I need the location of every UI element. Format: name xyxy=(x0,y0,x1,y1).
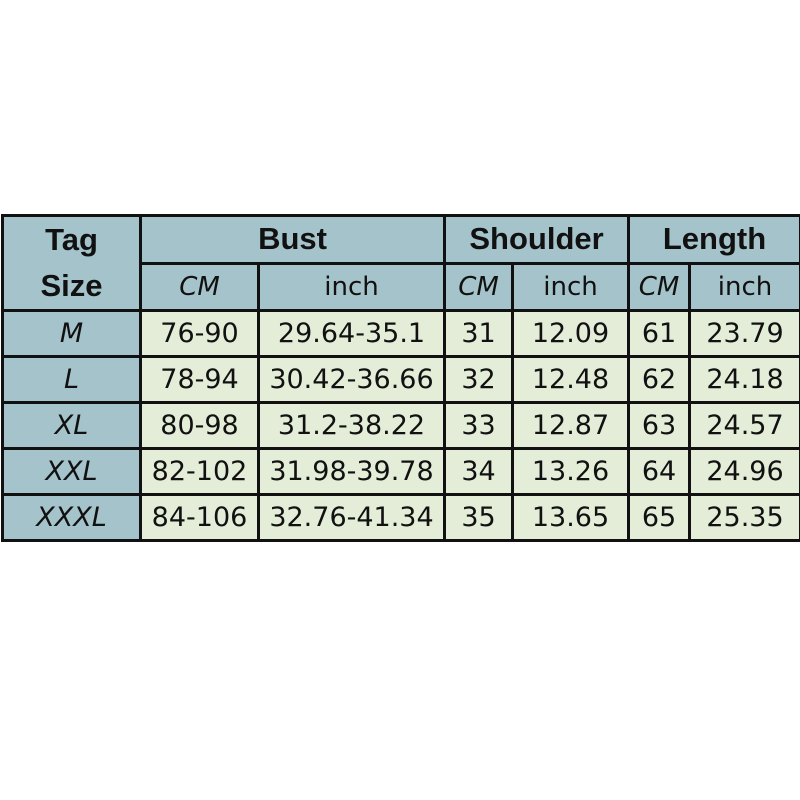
table-row: L 78-94 30.42-36.66 32 12.48 62 24.18 xyxy=(1,355,800,404)
table-cell: 33 xyxy=(443,401,515,450)
unit-header: CM xyxy=(139,261,260,312)
shoulder-header: Shoulder xyxy=(443,214,631,265)
table-cell: 31.98-39.78 xyxy=(256,447,447,496)
table-cell: 25.35 xyxy=(688,493,800,542)
table-cell: 64 xyxy=(627,447,692,496)
table-cell: 31.2-38.22 xyxy=(256,401,447,450)
table-cell: 76-90 xyxy=(139,309,260,358)
table-cell: 34 xyxy=(443,447,515,496)
size-cell: XL xyxy=(1,401,142,450)
table-cell: 65 xyxy=(627,493,692,542)
table-cell: 32.76-41.34 xyxy=(256,493,447,542)
size-chart-table: Tag Size Bust Shoulder Length CM inch CM… xyxy=(1,214,800,542)
table-cell: 12.48 xyxy=(511,355,631,404)
unit-header: CM xyxy=(443,261,515,312)
unit-header: inch xyxy=(688,261,800,312)
table-cell: 62 xyxy=(627,355,692,404)
table-cell: 84-106 xyxy=(139,493,260,542)
table-cell: 31 xyxy=(443,309,515,358)
table-cell: 63 xyxy=(627,401,692,450)
table-cell: 61 xyxy=(627,309,692,358)
bust-header: Bust xyxy=(138,214,447,265)
size-label: Size xyxy=(40,268,103,303)
header-row-units: CM inch CM inch CM inch xyxy=(3,261,800,312)
table-cell: 13.26 xyxy=(511,447,631,496)
table-cell: 12.87 xyxy=(511,401,631,450)
table-row: M 76-90 29.64-35.1 31 12.09 61 23.79 xyxy=(1,309,800,358)
table-cell: 23.79 xyxy=(688,309,800,358)
size-cell: L xyxy=(1,355,142,404)
table-cell: 24.96 xyxy=(688,447,800,496)
table-row: XXXL 84-106 32.76-41.34 35 13.65 65 25.35 xyxy=(1,493,800,542)
table-cell: 80-98 xyxy=(139,401,260,450)
size-cell: XXXL xyxy=(1,493,142,542)
table-cell: 24.57 xyxy=(688,401,800,450)
length-header: Length xyxy=(627,214,800,265)
table-cell: 24.18 xyxy=(688,355,800,404)
table-cell: 32 xyxy=(443,355,515,404)
table-cell: 12.09 xyxy=(511,309,631,358)
table-cell: 30.42-36.66 xyxy=(256,355,447,404)
table-cell: 29.64-35.1 xyxy=(256,309,447,358)
table-cell: 35 xyxy=(443,493,515,542)
size-cell: XXL xyxy=(1,447,142,496)
tag-label: Tag xyxy=(45,222,98,257)
unit-header: inch xyxy=(256,261,447,312)
tag-size-header: Tag Size xyxy=(1,214,142,312)
table-row: XXL 82-102 31.98-39.78 34 13.26 64 24.96 xyxy=(1,447,800,496)
table-row: XL 80-98 31.2-38.22 33 12.87 63 24.57 xyxy=(1,401,800,450)
header-row-groups: Tag Size Bust Shoulder Length xyxy=(1,214,800,312)
table-cell: 82-102 xyxy=(139,447,260,496)
table-cell: 78-94 xyxy=(139,355,260,404)
size-cell: M xyxy=(1,309,142,358)
unit-header: CM xyxy=(627,261,692,312)
table-cell: 13.65 xyxy=(511,493,631,542)
unit-header: inch xyxy=(511,261,631,312)
